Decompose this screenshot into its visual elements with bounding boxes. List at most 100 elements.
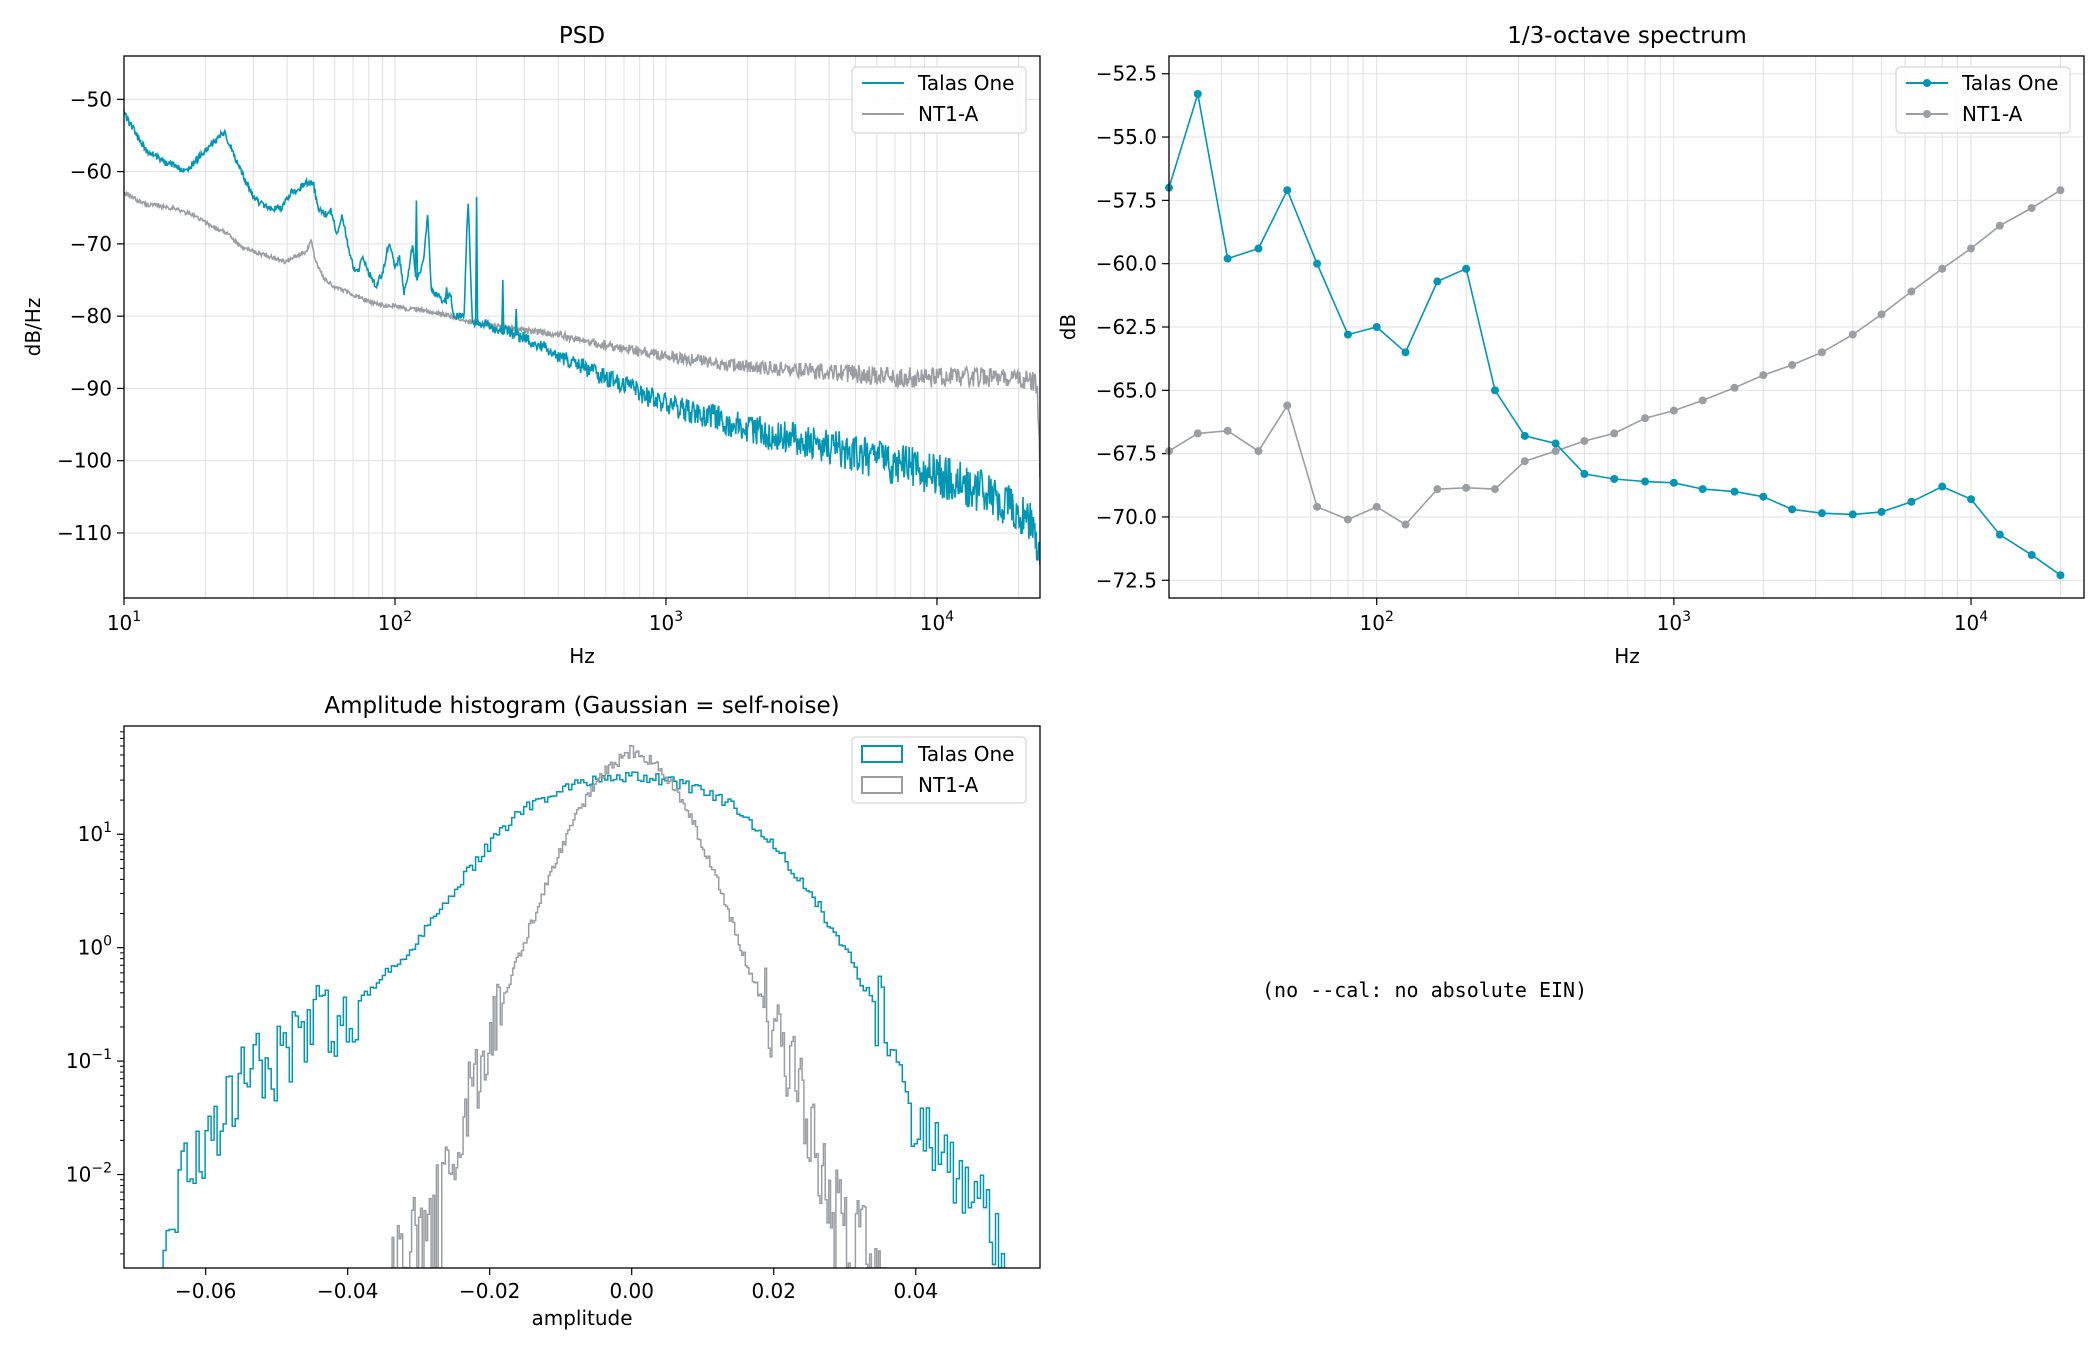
- psd-grid: [123, 56, 1040, 598]
- octave-point-talas-one: [1669, 478, 1678, 487]
- octave-point-nt1-a: [1967, 244, 1976, 253]
- octave-ytick-label: −65.0: [1096, 378, 1157, 402]
- octave-point-nt1-a: [1848, 330, 1857, 339]
- octave-point-nt1-a: [1520, 457, 1529, 466]
- octave-point-nt1-a: [1283, 401, 1292, 410]
- octave-point-talas-one: [1877, 507, 1886, 516]
- histogram-legend: Talas One NT1-A: [851, 736, 1027, 804]
- histogram-xtick-label: −0.02: [459, 1279, 520, 1303]
- octave-grid: [1168, 56, 2084, 598]
- psd-xtick-label: 104: [920, 609, 954, 635]
- octave-point-talas-one: [1520, 431, 1529, 440]
- octave-panel: 1/3-octave spectrum Hz dB −52.5 −55.0 −57.…: [1056, 23, 2085, 668]
- octave-point-talas-one: [1433, 277, 1442, 286]
- octave-xlabel: Hz: [1614, 644, 1640, 668]
- octave-point-talas-one: [1967, 495, 1976, 504]
- psd-xtick-label: 103: [649, 609, 683, 635]
- histogram-series: [162, 744, 1006, 1268]
- octave-point-nt1-a: [1551, 447, 1560, 456]
- psd-ytick-label: −110: [57, 521, 112, 545]
- octave-point-nt1-a: [1343, 515, 1352, 524]
- octave-point-nt1-a: [1580, 436, 1589, 445]
- psd-panel: PSD Hz dB/Hz −50 −60 −70 −80 −90 −100 −110 101 1…: [21, 23, 1041, 668]
- octave-point-talas-one: [1580, 469, 1589, 478]
- histogram-legend-nt1a-label: NT1-A: [918, 773, 979, 797]
- histogram-legend-talas-swatch: [861, 745, 903, 763]
- octave-ytick-label: −67.5: [1096, 442, 1157, 466]
- histogram-ticks: −0.06 −0.04 −0.02 0.00 0.02 0.04 101 100 10−1 10−…: [66, 731, 938, 1303]
- octave-point-talas-one: [1313, 259, 1322, 268]
- octave-point-nt1-a: [1401, 520, 1410, 529]
- psd-legend: Talas One NT1-A: [851, 66, 1027, 134]
- histogram-axes-frame: [123, 725, 1041, 1269]
- octave-point-talas-one: [1551, 439, 1560, 448]
- octave-point-nt1-a: [1610, 429, 1619, 438]
- octave-point-nt1-a: [1698, 396, 1707, 405]
- octave-ytick-label: −62.5: [1096, 315, 1157, 339]
- octave-point-nt1-a: [1433, 485, 1442, 494]
- octave-point-nt1-a: [1907, 287, 1916, 296]
- octave-point-talas-one: [1698, 485, 1707, 494]
- histogram-ytick-label: 101: [78, 820, 112, 846]
- psd-axes-frame: [123, 55, 1041, 599]
- psd-series-talas-one: [124, 111, 1040, 566]
- psd-ytick-label: −100: [57, 449, 112, 473]
- octave-series-nt1-a: [1168, 189, 2061, 526]
- psd-series-nt1-a: [124, 190, 1040, 478]
- octave-point-talas-one: [1817, 509, 1826, 518]
- psd-xtick-label: 101: [107, 609, 141, 635]
- octave-point-talas-one: [1462, 264, 1471, 273]
- octave-ylabel: dB: [1056, 314, 1080, 340]
- octave-point-nt1-a: [1254, 447, 1263, 456]
- octave-axes-frame: [1168, 55, 2085, 599]
- octave-point-nt1-a: [1877, 310, 1886, 319]
- octave-legend-nt1a-label: NT1-A: [1962, 102, 2023, 126]
- octave-point-talas-one: [1343, 330, 1352, 339]
- octave-legend-talas-marker: [1923, 79, 1931, 87]
- octave-point-talas-one: [2027, 550, 2036, 559]
- octave-ticks: −52.5 −55.0 −57.5 −60.0 −62.5 −65.0 −67.5 −70.0…: [1096, 62, 1989, 635]
- octave-point-nt1-a: [1759, 371, 1768, 380]
- octave-point-talas-one: [1995, 530, 2004, 539]
- octave-point-talas-one: [1907, 497, 1916, 506]
- octave-point-talas-one: [1283, 186, 1292, 195]
- octave-point-nt1-a: [1730, 383, 1739, 392]
- octave-point-nt1-a: [1641, 414, 1650, 423]
- histogram-legend-talas-label: Talas One: [917, 742, 1014, 766]
- histogram-panel: Amplitude histogram (Gaussian = self-noi…: [66, 693, 1041, 1330]
- histogram-xtick-label: −0.06: [175, 1279, 236, 1303]
- histogram-series-nt1-a: [390, 744, 888, 1268]
- psd-xlabel: Hz: [569, 644, 595, 668]
- octave-point-talas-one: [1193, 89, 1202, 98]
- histogram-legend-nt1a-swatch: [861, 776, 903, 794]
- histogram-ytick-label: 10−1: [66, 1047, 112, 1073]
- octave-point-talas-one: [1223, 254, 1232, 263]
- octave-ytick-label: −72.5: [1096, 568, 1157, 592]
- no-calibration-note: (no --cal: no absolute EIN): [1262, 978, 1587, 1002]
- histogram-ytick-label: 100: [78, 934, 112, 960]
- octave-point-nt1-a: [1788, 360, 1797, 369]
- octave-legend: Talas One NT1-A: [1895, 66, 2071, 134]
- octave-point-nt1-a: [1372, 502, 1381, 511]
- octave-point-talas-one: [1848, 510, 1857, 519]
- histogram-xtick-label: −0.04: [317, 1279, 378, 1303]
- octave-ytick-label: −70.0: [1096, 505, 1157, 529]
- histogram-xtick-label: 0.04: [893, 1279, 938, 1303]
- octave-point-talas-one: [1254, 244, 1263, 253]
- psd-xtick-label: 102: [378, 609, 412, 635]
- octave-ytick-label: −57.5: [1096, 188, 1157, 212]
- psd-ytick-label: −90: [70, 376, 112, 400]
- octave-point-talas-one: [1641, 477, 1650, 486]
- psd-ytick-label: −60: [70, 160, 112, 184]
- histogram-xtick-label: 0.02: [751, 1279, 796, 1303]
- octave-series-talas-one: [1168, 93, 2061, 576]
- octave-point-nt1-a: [1223, 426, 1232, 435]
- histogram-xtick-label: 0.00: [609, 1279, 654, 1303]
- psd-title: PSD: [559, 23, 605, 49]
- octave-xtick-label: 104: [1954, 609, 1988, 635]
- octave-ytick-label: −60.0: [1096, 252, 1157, 276]
- octave-point-nt1-a: [1938, 264, 1947, 273]
- histogram-ytick-label: 10−2: [66, 1161, 112, 1187]
- octave-point-nt1-a: [2056, 186, 2065, 195]
- psd-series: [124, 111, 1040, 566]
